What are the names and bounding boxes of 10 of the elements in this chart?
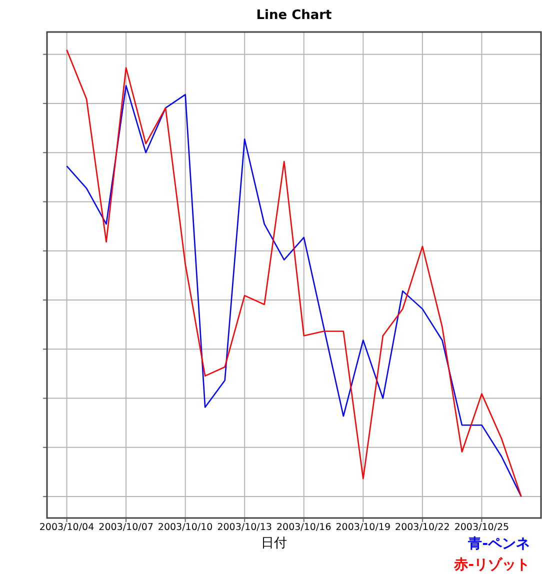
x-tick-label: 2003/10/04 <box>39 522 94 533</box>
x-tick-label: 2003/10/16 <box>276 522 332 533</box>
x-tick-label: 2003/10/07 <box>98 522 154 533</box>
x-axis-title: 日付 <box>261 536 287 551</box>
chart-title: Line Chart <box>256 8 332 23</box>
x-tick-label: 2003/10/25 <box>454 522 510 533</box>
x-tick-label: 2003/10/13 <box>217 522 272 533</box>
x-tick-label: 2003/10/22 <box>395 522 450 533</box>
x-tick-label: 2003/10/19 <box>336 522 391 533</box>
x-tick-label: 2003/10/10 <box>158 522 213 533</box>
